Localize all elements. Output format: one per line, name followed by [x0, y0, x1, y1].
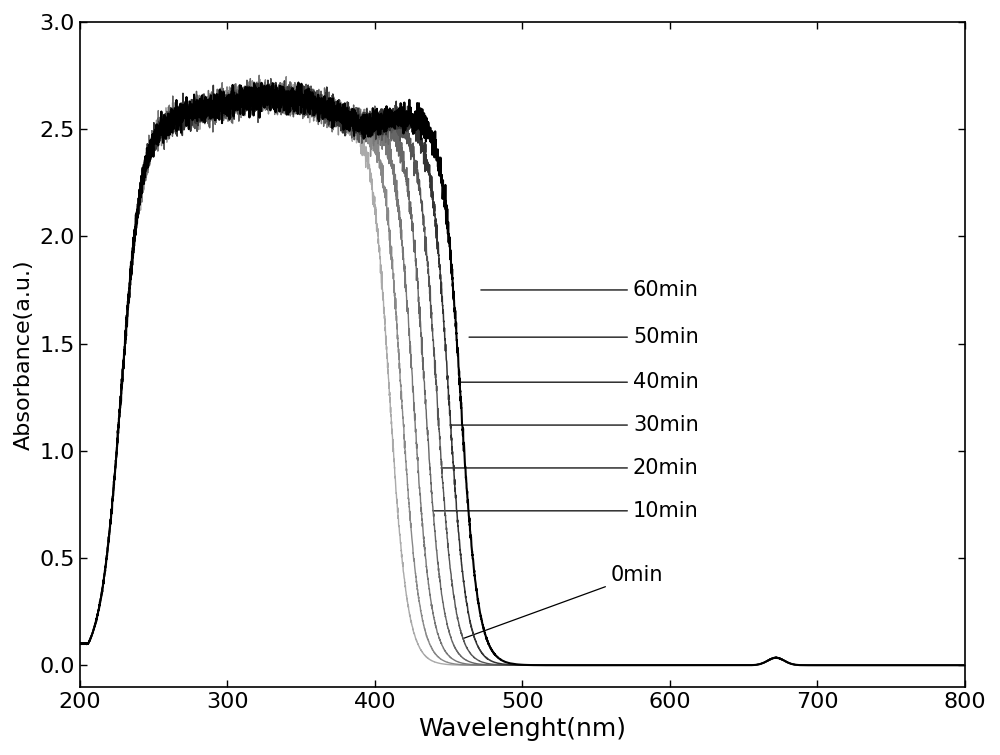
X-axis label: Wavelenght(nm): Wavelenght(nm) — [418, 717, 626, 741]
Text: 40min: 40min — [459, 372, 699, 392]
Text: 10min: 10min — [434, 501, 699, 521]
Y-axis label: Absorbance(a.u.): Absorbance(a.u.) — [14, 259, 34, 450]
Text: 20min: 20min — [441, 458, 699, 478]
Text: 0min: 0min — [463, 565, 663, 639]
Text: 50min: 50min — [469, 327, 699, 347]
Text: 30min: 30min — [450, 415, 699, 435]
Text: 60min: 60min — [481, 280, 699, 300]
